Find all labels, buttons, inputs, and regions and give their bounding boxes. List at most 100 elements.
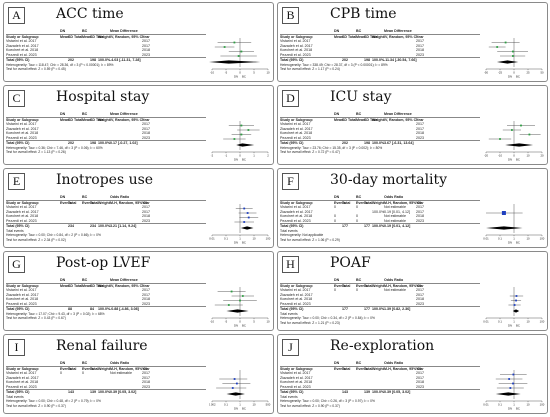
pooled-estimate: 3.67 [-6.31, 13.64] bbox=[384, 141, 414, 145]
study-year: 2017 bbox=[142, 205, 150, 209]
weight-value: 100.0% bbox=[372, 209, 385, 214]
study-name: Pezzedi et al. 2023 bbox=[280, 301, 311, 306]
bc-total-sum: 198 bbox=[90, 58, 96, 62]
group-header-row: DN BC Odds Ratio bbox=[280, 361, 480, 366]
x-tick-label: 1 bbox=[513, 403, 515, 407]
x-tick-label: -25 bbox=[498, 71, 502, 75]
study-point-estimate bbox=[247, 216, 250, 219]
effect-estimate: 0.19 [0.01, 4.12] bbox=[384, 209, 410, 214]
study-col-header: Study or Subgroup bbox=[6, 283, 39, 288]
total-row: Total (95% CI) 202 198 100.0% -4.03 [-11.31,… bbox=[6, 57, 206, 63]
group-header-row: DN BC Mean Difference bbox=[6, 112, 206, 117]
study-row: Koechert et al. 2018 2018 bbox=[6, 131, 206, 136]
study-row: Koechert et al. 2018 2018 bbox=[6, 214, 206, 219]
x-tick-label: 2 bbox=[267, 154, 269, 158]
group-header-row: DN BC Odds Ratio bbox=[6, 195, 206, 200]
favours-right-label: BC bbox=[242, 158, 246, 162]
bc-value-col-header: Events bbox=[356, 200, 368, 205]
study-row: Pezzedi et al. 2023 2023 bbox=[280, 53, 480, 58]
panel-title: Hospital stay bbox=[56, 89, 150, 105]
footnote-text: Total events bbox=[280, 228, 298, 233]
total-label: Total (95% CI) bbox=[6, 141, 30, 145]
column-header-row: Study or Subgroup Mean SD Total Mean SD Tota… bbox=[6, 282, 206, 289]
x-tick-label: 500 bbox=[266, 403, 271, 407]
panel-title: ICU stay bbox=[330, 89, 392, 105]
study-name: Vistarini et al. 2017 bbox=[280, 39, 311, 43]
study-name: Ziazadeh et al. 2017 bbox=[6, 126, 39, 131]
total-weight: 100.0% bbox=[372, 224, 385, 228]
study-name: Ziazadeh et al. 2017 bbox=[6, 292, 39, 297]
study-year: 2018 bbox=[142, 131, 150, 135]
forest-plot: 0.01 0.1 1 10 100 DN BC bbox=[483, 204, 545, 245]
total-row: Total (95% CI) 202 198 100.0% 3.67 [-6.31, 1… bbox=[280, 140, 480, 146]
study-table: DN BC Mean Difference Study or Subgroup Mean… bbox=[280, 29, 480, 72]
dn-total-sum: 202 bbox=[342, 58, 348, 62]
x-tick-label: -10 bbox=[210, 320, 214, 324]
pooled-diamond bbox=[226, 309, 249, 313]
total-weight: 100.0% bbox=[372, 141, 385, 145]
study-table: DN BC Odds Ratio Study or Subgroup Events Tot… bbox=[280, 195, 480, 242]
x-tick-label: -5 bbox=[225, 320, 228, 324]
footnote: Test for overall effect: Z = 0.59 (P = 0… bbox=[6, 67, 206, 72]
x-tick-label: -50 bbox=[484, 71, 488, 75]
favours-right-label: BC bbox=[516, 241, 520, 245]
x-tick-label: 10 bbox=[266, 320, 270, 324]
dn-total-col-header: Total bbox=[68, 366, 77, 371]
forest-plot-panel-c: C Hospital stay DN BC Mean Difference Study o… bbox=[3, 85, 274, 165]
study-row: Ziazadeh et al. 2017 2017 bbox=[6, 210, 206, 215]
bc-total-sum: 139 bbox=[364, 390, 370, 394]
panel-letter: B bbox=[282, 7, 299, 24]
effect-col-header: M-H, Random, 95% CI bbox=[384, 283, 421, 288]
study-row: Vistarini et al. 2017 2017 bbox=[6, 205, 206, 210]
forest-plot-panel-f: F 30-day mortality DN BC Odds Ratio Study or … bbox=[277, 168, 548, 248]
pooled-estimate: 3.21 [1.14, 9.24] bbox=[110, 224, 137, 228]
column-header-row: Study or Subgroup Mean SD Total Mean SD Tota… bbox=[6, 33, 206, 40]
footnote: Test for overall effect: Z = 0.90 (P = 0… bbox=[6, 404, 206, 409]
pooled-estimate: -11.34 [-30.54, 7.66] bbox=[384, 58, 417, 62]
study-row: Pezzedi et al. 2023 0 0 Not estimable 2023 bbox=[280, 219, 480, 224]
favours-left-label: DN bbox=[234, 324, 238, 328]
footnote: Heterogeneity: Tau² = 0.00; Chi² = 0.26,… bbox=[280, 399, 480, 404]
x-tick-label: 20 bbox=[540, 154, 544, 158]
study-point-estimate bbox=[233, 41, 236, 44]
study-row: Vistarini et al. 2017 2017 bbox=[280, 39, 480, 44]
dn-value: 0 bbox=[60, 371, 62, 375]
study-point-estimate bbox=[223, 46, 226, 48]
study-row: Pezzedi et al. 2023 2023 bbox=[6, 136, 206, 141]
study-point-estimate bbox=[240, 124, 243, 127]
forest-plot: -50 -25 0 25 50 DN BC bbox=[484, 38, 544, 79]
favours-left-label: DN bbox=[234, 75, 238, 79]
pooled-diamond bbox=[226, 392, 245, 396]
study-col-header: Study or Subgroup bbox=[280, 200, 313, 205]
study-year: 2017 bbox=[416, 205, 424, 209]
study-name: Vistarini et al. 2017 bbox=[280, 371, 311, 375]
dn-total-sum: 88 bbox=[68, 307, 72, 311]
footnote-text: Heterogeneity: Tau² = 118.47; Chi² = 28.… bbox=[6, 62, 114, 67]
bc-total-sum: 84 bbox=[90, 307, 94, 311]
forest-plot: 0.01 0.1 1 10 100 DN BC bbox=[483, 370, 545, 411]
favours-left-label: DN bbox=[234, 407, 238, 411]
dn-value-col-header: Events bbox=[334, 200, 346, 205]
study-name: Pezzedi et al. 2023 bbox=[280, 135, 311, 140]
study-point-estimate bbox=[509, 387, 512, 389]
bc-value: 0 bbox=[82, 371, 84, 375]
footnote: Heterogeneity: Tau² = 17.07; Chi² = 9.43… bbox=[6, 312, 206, 317]
x-tick-label: 0.1 bbox=[224, 403, 228, 407]
study-year: 2017 bbox=[142, 39, 150, 43]
total-label: Total (95% CI) bbox=[280, 141, 304, 145]
study-name: Koechert et al. 2018 bbox=[6, 297, 39, 301]
footnote: Heterogeneity: Tau² = 0.00; Chi² = 0.84,… bbox=[6, 233, 206, 238]
favours-right-label: BC bbox=[242, 241, 246, 245]
panel-letter: D bbox=[282, 90, 299, 107]
study-year: 2023 bbox=[142, 135, 150, 140]
total-weight: 100.0% bbox=[98, 224, 111, 228]
footnote-text: Test for overall effect: Z = 0.90 (P = 0… bbox=[6, 403, 66, 408]
panel-title: Renal failure bbox=[56, 338, 148, 354]
study-year: 2018 bbox=[416, 48, 424, 52]
x-tick-label: 10 bbox=[266, 71, 270, 75]
x-tick-label: 10 bbox=[526, 320, 530, 324]
x-tick-label: 5 bbox=[253, 71, 255, 75]
footnote: Total events bbox=[6, 395, 206, 400]
study-point-estimate bbox=[513, 304, 516, 306]
study-col-header: Study or Subgroup bbox=[280, 34, 313, 39]
